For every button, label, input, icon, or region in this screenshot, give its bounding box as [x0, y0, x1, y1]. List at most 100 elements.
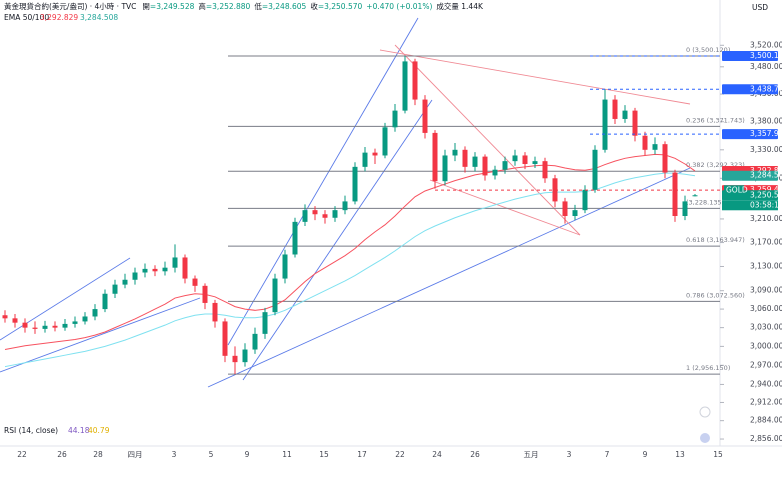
- candle-body: [372, 152, 378, 156]
- candle-body: [502, 161, 508, 170]
- ohlc-key: 開: [142, 2, 150, 11]
- ohlc-value: =3,250.570: [318, 2, 363, 11]
- y-tick-label: 3,330.000: [750, 145, 782, 154]
- x-tick-label: 28: [93, 450, 103, 459]
- candle-body: [562, 201, 568, 217]
- candle-body: [412, 61, 418, 100]
- drawings: [0, 17, 691, 388]
- currency: USD: [752, 3, 768, 12]
- candle-body: [62, 323, 68, 328]
- fib-label: (3,228.135): [686, 198, 724, 206]
- candle-body: [392, 110, 398, 128]
- candle-body: [472, 156, 478, 167]
- countdown: 03:58:13: [750, 200, 782, 209]
- trend-line: [207, 167, 691, 388]
- candle-body: [282, 254, 288, 279]
- y-tick-label: 3,060.000: [750, 304, 782, 313]
- candle-body: [82, 316, 88, 322]
- x-tick-label: 5: [209, 450, 214, 459]
- ohlc-key: 低: [254, 1, 262, 11]
- rsi-label: RSI (14, close): [4, 426, 58, 435]
- candle-body: [262, 312, 268, 334]
- candle-body: [352, 166, 358, 202]
- candle-body: [492, 169, 498, 176]
- volume: 成交量 1.44K: [436, 1, 484, 11]
- candle-body: [242, 349, 248, 363]
- fib-label: 0.786 (3,072.560): [686, 291, 745, 299]
- symbol-box: [724, 185, 744, 196]
- candle-body: [342, 201, 348, 211]
- candle-body: [102, 293, 108, 310]
- alert-icon[interactable]: [699, 406, 711, 418]
- x-tick-label: 3: [172, 450, 177, 459]
- x-tick-label: 24: [432, 450, 442, 459]
- symbol-title: 黃金現貨合約(美元/盎司) · 4小時 · TVC: [4, 1, 136, 11]
- price-tag-label: 3,259.480: [750, 185, 782, 194]
- candle-body: [192, 278, 198, 286]
- candle-body: [522, 155, 528, 164]
- candle-body: [642, 135, 648, 150]
- candle-body: [182, 257, 188, 279]
- candle-body: [252, 333, 258, 350]
- y-tick-label: 2,970.000: [750, 360, 782, 369]
- candle-body: [442, 155, 448, 182]
- candle-body: [612, 99, 618, 119]
- candle-body: [382, 127, 388, 156]
- price-tag-label: 3,438.775: [750, 84, 782, 93]
- price-tag: 3,438.775: [722, 84, 782, 95]
- candle-body: [112, 284, 118, 294]
- ema-line: [4, 153, 696, 351]
- y-tick-label: 2,884.000: [750, 416, 782, 425]
- ema-line: [4, 172, 696, 368]
- x-tick-label: 26: [57, 450, 67, 459]
- candle-body: [202, 285, 208, 303]
- trend-line: [242, 99, 433, 381]
- candle-body: [332, 210, 338, 218]
- trend-line: [227, 17, 419, 346]
- y-tick-label: 2,856.000: [750, 434, 782, 443]
- x-tick-label: 22: [17, 450, 27, 459]
- y-tick-label: 3,380.000: [750, 117, 782, 126]
- candle-body: [272, 278, 278, 313]
- ema100-value: 3,284.508: [80, 13, 118, 22]
- x-tick-label: 3: [567, 450, 572, 459]
- price-tag-label: 3,284.508: [750, 171, 782, 180]
- x-tick-label: 9: [245, 450, 250, 459]
- candle-body: [672, 172, 678, 217]
- candle-body: [532, 161, 538, 164]
- candle-body: [572, 210, 578, 217]
- flag-icon[interactable]: [700, 433, 710, 443]
- candle-body: [422, 99, 428, 133]
- price-tag-label: 3,250.570: [750, 190, 782, 199]
- price-tag-label: 3,357.920: [750, 129, 782, 138]
- x-tick-label: 四月: [128, 450, 143, 459]
- x-tick-label: 22: [395, 450, 405, 459]
- candle-body: [222, 321, 228, 356]
- fib-label: 1 (2,956.150): [686, 364, 730, 372]
- price-tag-box: [722, 84, 778, 95]
- candle-body: [142, 268, 148, 273]
- fib-label: 0.236 (3,371.743): [686, 116, 745, 124]
- candle-body: [42, 325, 48, 329]
- trend-line: [0, 297, 201, 373]
- trend-line: [394, 44, 581, 236]
- fib-label: 0 (3,500.120): [686, 46, 730, 54]
- candle-body: [162, 267, 168, 272]
- candle-body: [92, 309, 98, 317]
- y-tick-label: 3,030.000: [750, 323, 782, 332]
- candle-body: [12, 318, 18, 323]
- candle-body: [402, 61, 408, 111]
- candle-body: [592, 149, 598, 190]
- ohlc-value: =3,249.528: [150, 2, 195, 11]
- candle-body: [622, 110, 628, 119]
- candle-body: [152, 268, 158, 272]
- candle-body: [292, 221, 298, 255]
- y-tick-label: 3,170.000: [750, 238, 782, 247]
- x-tick-label: 11: [282, 450, 292, 459]
- candle-body: [682, 201, 688, 217]
- candle-body: [362, 152, 368, 167]
- x-tick-label: 9: [643, 450, 648, 459]
- candle-body: [462, 149, 468, 167]
